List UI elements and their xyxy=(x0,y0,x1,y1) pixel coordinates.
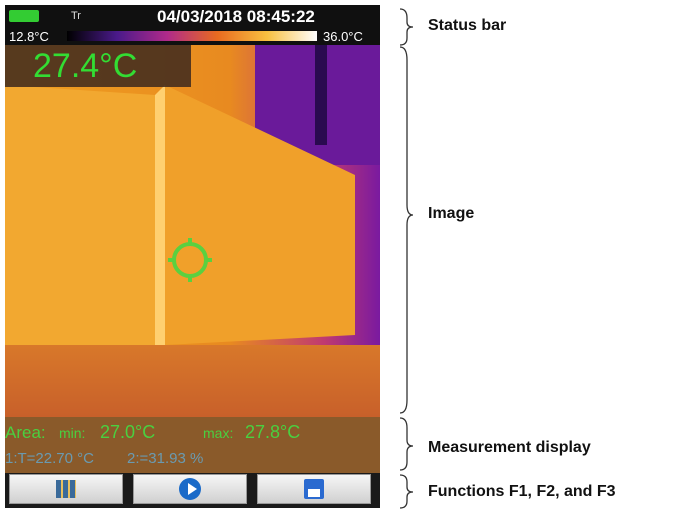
datetime: 04/03/2018 08:45:22 xyxy=(157,7,315,26)
annotation: Status bar xyxy=(428,17,507,34)
f3-save-button[interactable] xyxy=(257,474,371,504)
scale-max: 36.0°C xyxy=(323,29,363,44)
annotation: Functions F1, F2, and F3 xyxy=(428,483,616,500)
scale-min: 12.8°C xyxy=(9,29,49,44)
annotation: Image xyxy=(428,205,475,222)
scale-gradient xyxy=(67,31,317,41)
min-label: min: xyxy=(59,425,86,441)
mode-icon: Tr xyxy=(71,10,81,22)
play-triangle xyxy=(188,483,197,495)
annotation: Measurement display xyxy=(428,439,591,456)
measurement-brace xyxy=(399,417,414,471)
spot-temperature: 27.4°C xyxy=(33,47,138,85)
spot-temperature-box: 27.4°C xyxy=(5,45,191,87)
marker-2: 2:=31.93 % xyxy=(127,450,204,467)
functions-brace xyxy=(399,474,414,509)
status-bar-brace xyxy=(399,8,414,46)
f1-palette-button[interactable] xyxy=(9,474,123,504)
save-icon-label xyxy=(308,489,320,497)
braces xyxy=(399,8,414,509)
image-brace xyxy=(399,46,414,414)
marker-1: 1:T=22.70 °C xyxy=(5,450,94,467)
status-bar: Tr 04/03/2018 08:45:22 xyxy=(5,5,380,28)
f2-play-button[interactable] xyxy=(133,474,247,504)
measurement-display: Area: min: 27.0°C max: 27.8°C 1:T=22.70 … xyxy=(5,417,380,473)
device-screen: Tr 04/03/2018 08:45:22 12.8°C 36.0°C 27.… xyxy=(5,5,380,508)
max-label: max: xyxy=(203,425,234,441)
max-value: 27.8°C xyxy=(245,422,301,442)
min-value: 27.0°C xyxy=(100,422,156,442)
thermal-image xyxy=(5,45,380,417)
color-scale: 12.8°C 36.0°C xyxy=(5,28,380,45)
palette-icon xyxy=(56,480,76,498)
battery-icon xyxy=(9,10,39,22)
area-label: Area: xyxy=(5,423,46,442)
